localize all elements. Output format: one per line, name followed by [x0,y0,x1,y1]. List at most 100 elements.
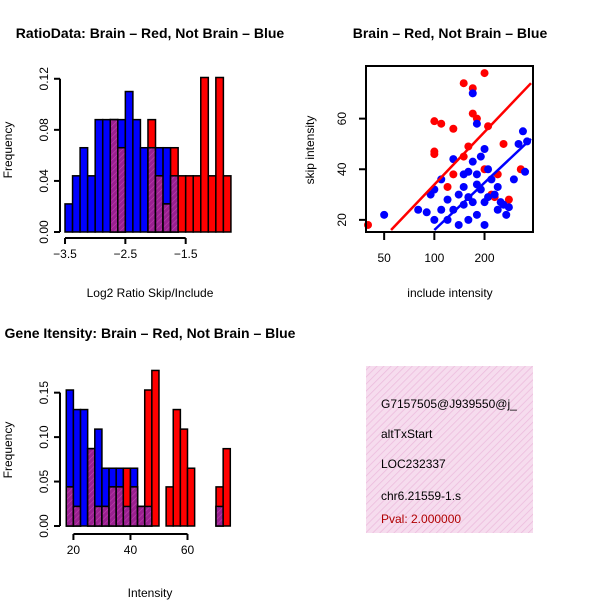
ratio-bar-overlap [162,203,172,233]
scatter-frame [365,65,534,233]
info-panel: G7157505@J939550@j_ altTxStart LOC232337… [366,366,533,533]
ratio-bar-brain [177,175,187,233]
ratio-bar-not-brain [132,118,142,233]
scatter-point-not-brain [490,190,499,199]
intensity-bar-not-brain [79,408,89,527]
ratio-bar-overlap [169,175,179,233]
scatter-point-not-brain [459,170,468,179]
intensity-bar-overlap [72,505,82,527]
scatter-point-not-brain [480,145,489,153]
ratio-bar-overlap [109,118,119,233]
scatter-point-not-brain [514,139,523,148]
ratio-bar-brain [200,76,210,233]
scatter-point-not-brain [521,167,530,176]
scatter-point-brain [430,150,439,159]
scatter-point-not-brain [484,165,493,174]
scatter-point-not-brain [518,127,527,136]
intensity-bar-overlap [143,505,153,527]
intensity-bar-overlap [115,486,125,527]
scatter-x-tick-label: 100 [424,251,444,265]
ratio-y-label: Frequency [1,122,15,179]
scatter-point-not-brain [472,170,481,179]
scatter-y-tick-label: 20 [335,213,349,227]
ratio-bar-not-brain [64,203,74,233]
ratio-axes: −3.5 −2.5 −1.5 0.00 0.04 0.08 0.12 [37,67,198,261]
ratio-bar-not-brain [79,146,89,233]
ratio-bar-not-brain [139,146,149,233]
scatter-point-not-brain [509,175,518,184]
scatter-point-not-brain [493,182,502,191]
ratio-bar-not-brain [94,118,104,233]
info-pval: Pval: 2.000000 [381,512,461,526]
scatter-point-brain [480,69,489,78]
scatter-point-not-brain [484,193,493,202]
ratio-y-tick-label: 0.12 [37,67,51,91]
scatter-x-tick-label: 200 [475,251,495,265]
intensity-bar-brain [222,447,232,527]
info-location: chr6.21559-1.s [381,489,461,503]
intensity-bar-brain [151,369,160,527]
scatter-y-tick-label: 60 [335,112,349,126]
scatter-point-brain [430,117,439,126]
info-box-background [366,366,533,533]
scatter-point-not-brain [437,205,446,214]
scatter-point-not-brain [422,208,431,217]
intensity-histogram-panel: Gene Itensity: Brain – Red, Not Brain – … [1,325,296,600]
scatter-point-not-brain [430,215,439,224]
ratio-bar-overlap [147,146,157,233]
scatter-x-tick-label: 50 [377,251,391,265]
scatter-point-not-brain [472,119,481,128]
intensity-axes: 20 40 60 0.00 0.05 0.10 0.15 [37,381,195,557]
ratio-x-label: Log2 Ratio Skip/Include [87,286,214,300]
info-probe-id: G7157505@J939550@j_ [381,397,517,411]
scatter-point-not-brain [504,203,513,212]
scatter-chart-title: Brain – Red, Not Brain – Blue [353,25,548,41]
ratio-y-tick-label: 0.08 [37,118,51,142]
scatter-point-not-brain [459,182,468,191]
scatter-point-not-brain [468,157,477,166]
scatter-point-brain [449,124,458,133]
scatter-fit-line-brain [390,82,532,231]
scatter-point-not-brain [437,175,446,184]
scatter-point-brain [499,139,508,148]
info-event-type: altTxStart [381,427,433,441]
intensity-bar-brain [186,467,196,527]
scatter-point-not-brain [454,190,463,199]
ratio-x-tick-label: −3.5 [53,247,77,261]
intensity-bar-overlap [94,505,103,527]
ratio-bar-overlap [154,175,164,233]
scatter-point-not-brain [480,220,489,229]
intensity-x-tick-label: 60 [181,543,195,557]
ratio-bar-overlap [117,146,127,233]
scatter-panel: Brain – Red, Not Brain – Blue 50 100 200 20… [303,25,547,300]
intensity-bar-overlap [129,486,139,527]
intensity-bar-overlap [101,505,110,527]
scatter-point-not-brain [454,220,463,229]
ratio-bar-brain [192,175,202,233]
ratio-bar-not-brain [101,118,112,233]
intensity-bar-overlap [122,505,132,527]
intensity-bar-brain [172,408,182,527]
scatter-y-tick-label: 40 [335,162,349,176]
ratio-x-tick-label: −2.5 [113,247,137,261]
ratio-histogram-panel: RatioData: Brain – Red, Not Brain – Blue… [1,25,284,300]
intensity-bar-overlap [86,447,96,527]
scatter-point-not-brain [414,205,423,214]
intensity-bar-overlap [65,486,75,527]
ratio-x-tick-label: −1.5 [174,247,198,261]
scatter-point-brain [484,122,493,131]
intensity-y-tick-label: 0.05 [37,470,51,494]
ratio-bar-brain [207,175,217,233]
scatter-point-not-brain [493,205,502,214]
scatter-point-not-brain [502,210,511,219]
scatter-point-brain [504,195,513,204]
scatter-point-not-brain [468,89,477,98]
scatter-point-brain [459,79,468,88]
ratio-bar-not-brain [71,175,81,233]
scatter-x-label: include intensity [407,286,492,300]
intensity-x-label: Intensity [128,586,173,600]
scatter-point-brain [449,170,458,179]
intensity-bar-overlap [108,486,117,527]
intensity-bar-brain [179,428,189,527]
